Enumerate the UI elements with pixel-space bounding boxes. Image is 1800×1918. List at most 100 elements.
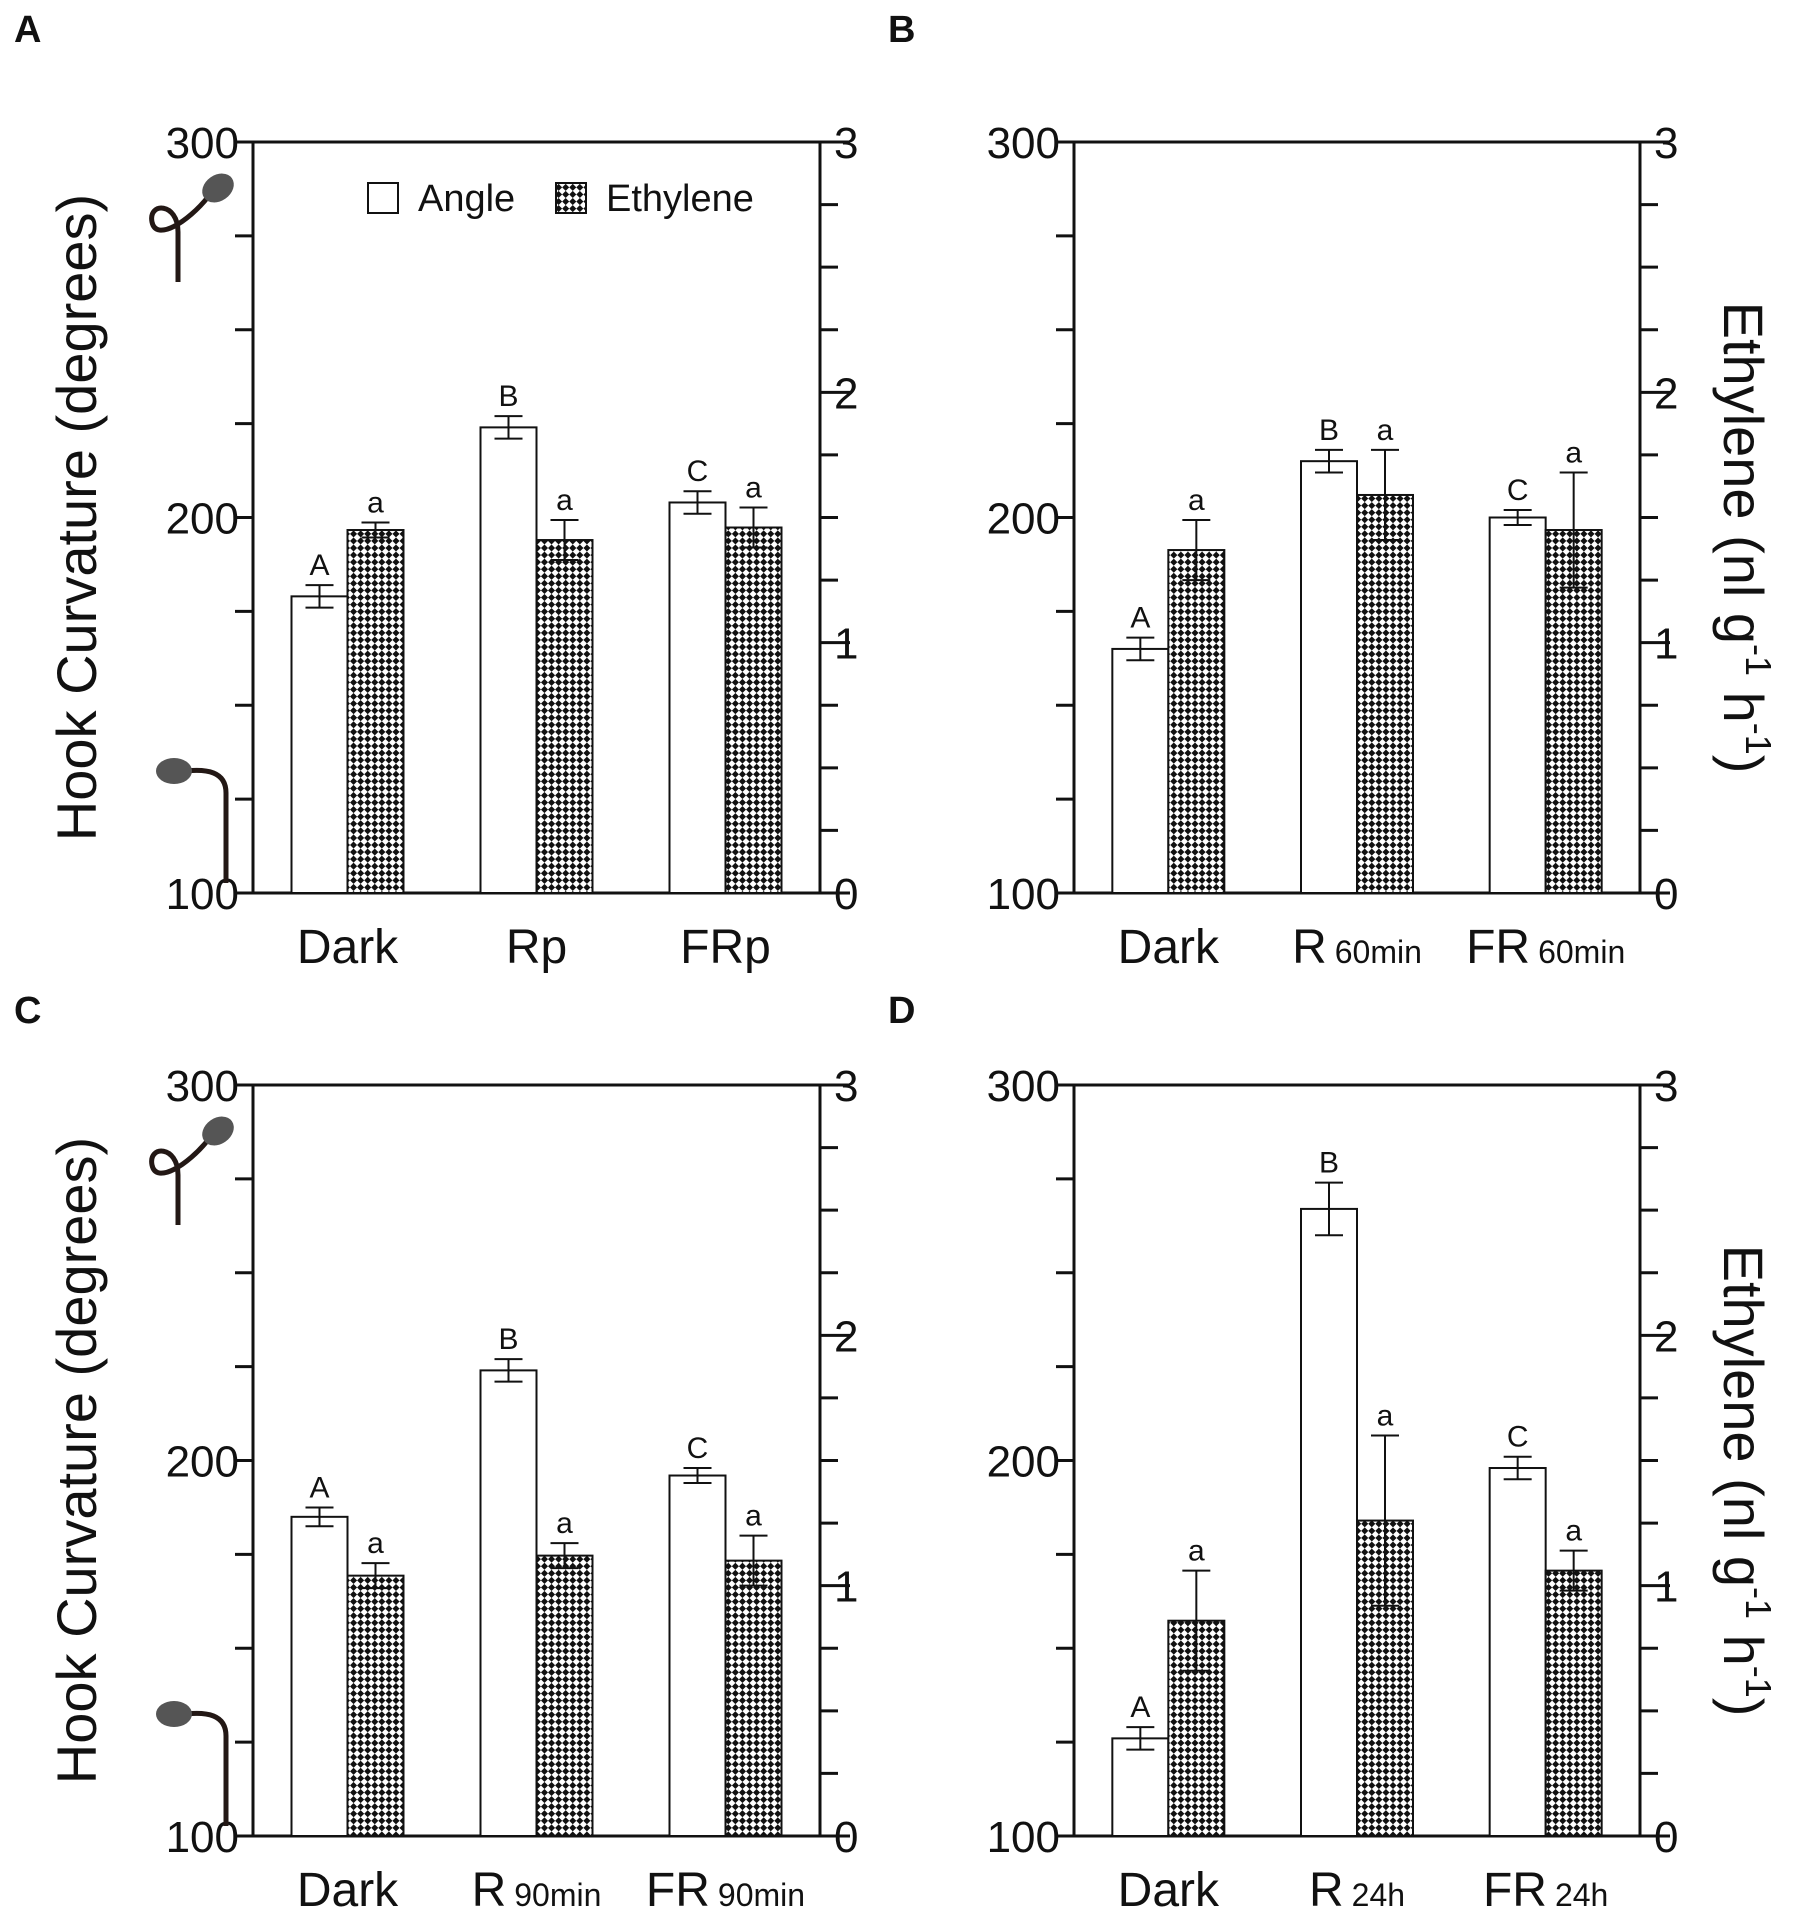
- left-tick-label: 200: [987, 495, 1060, 544]
- bar-angle: [290, 595, 349, 894]
- significance-letter-ethylene: a: [1377, 414, 1394, 447]
- bar-ethylene: [346, 529, 405, 894]
- left-tick-label: 300: [166, 1062, 239, 1111]
- bar-angle: [668, 501, 727, 894]
- right-tick-label: 0: [1654, 870, 1678, 919]
- panel-letter: D: [888, 990, 915, 1032]
- significance-letter-ethylene: a: [1565, 1515, 1582, 1548]
- y2-axis-title: Ethylene (nl g-1 h-1): [1712, 1245, 1779, 1717]
- significance-letter-angle: A: [1130, 602, 1150, 635]
- open-seedling-icon: [156, 1701, 229, 1826]
- left-tick-label: 200: [166, 495, 239, 544]
- left-tick-label: 100: [987, 1813, 1060, 1862]
- bar-ethylene: [724, 526, 783, 894]
- significance-letter-ethylene: a: [367, 487, 384, 520]
- hook-cotyledon: [202, 173, 234, 203]
- open-cotyledon: [156, 1701, 192, 1727]
- bar-angle: [1300, 1207, 1358, 1838]
- left-tick-label: 300: [987, 1062, 1060, 1111]
- panel-letter: C: [14, 990, 41, 1032]
- right-tick-label: 0: [1654, 1813, 1678, 1862]
- open-stem: [185, 767, 229, 883]
- significance-letter-ethylene: a: [1565, 436, 1582, 469]
- legend-swatch-ethylene: [555, 182, 587, 214]
- right-tick-label: 1: [834, 620, 858, 669]
- bar-angle: [1488, 516, 1547, 894]
- y2-axis-title: Ethylene (nl g-1 h-1): [1712, 302, 1779, 774]
- significance-letter-ethylene: a: [367, 1527, 384, 1560]
- significance-letter-angle: C: [1507, 474, 1529, 507]
- category-label: Dark: [297, 1864, 399, 1917]
- left-tick-label: 300: [166, 119, 239, 168]
- right-tick-label: 0: [834, 870, 858, 919]
- category-label: R 24h: [1309, 1864, 1405, 1917]
- category-label: FR 90min: [646, 1864, 805, 1917]
- right-tick-label: 1: [834, 1563, 858, 1612]
- bar-angle: [290, 1515, 349, 1837]
- right-tick-label: 2: [1654, 369, 1678, 418]
- y-axis-title: Hook Curvature (degrees): [45, 1137, 108, 1784]
- bar-ethylene: [724, 1559, 783, 1837]
- significance-letter-ethylene: a: [1377, 1399, 1394, 1432]
- legend-swatch-angle: [367, 182, 399, 214]
- significance-letter-angle: B: [1319, 1147, 1339, 1180]
- hook-stem: [149, 195, 210, 282]
- bar-angle: [1300, 460, 1358, 894]
- significance-letter-angle: A: [309, 1471, 329, 1504]
- hooked-seedling-icon: [149, 173, 234, 282]
- significance-letter-ethylene: a: [745, 471, 762, 504]
- bar-angle: [1488, 1467, 1547, 1837]
- significance-letter-angle: C: [687, 455, 709, 488]
- y-axis-title: Hook Curvature (degrees): [45, 194, 108, 841]
- open-cotyledon: [156, 758, 192, 784]
- bar-angle: [479, 1369, 538, 1837]
- right-tick-label: 2: [834, 369, 858, 418]
- bar-ethylene: [1544, 529, 1603, 894]
- category-label: R 90min: [472, 1864, 602, 1917]
- right-tick-label: 3: [1654, 119, 1678, 168]
- significance-letter-angle: C: [1507, 1421, 1529, 1454]
- category-label: Dark: [1118, 921, 1220, 974]
- significance-letter-angle: B: [498, 380, 518, 413]
- significance-letter-angle: A: [309, 549, 329, 582]
- right-tick-label: 1: [1654, 1563, 1678, 1612]
- significance-letter-ethylene: a: [556, 484, 573, 517]
- category-label: R 60min: [1292, 921, 1422, 974]
- bar-ethylene: [535, 1554, 594, 1838]
- hook-stem: [149, 1138, 210, 1225]
- hook-cotyledon: [202, 1116, 234, 1146]
- bar-ethylene: [1356, 493, 1414, 894]
- right-tick-label: 3: [834, 1062, 858, 1111]
- right-tick-label: 2: [1654, 1312, 1678, 1361]
- panel-b: B 300 200 100 3 2 1 0 Aa Dark B a R 60min Ca FR 60min Eth…: [888, 9, 1779, 974]
- significance-letter-ethylene: a: [745, 1500, 762, 1533]
- bar-angle: [479, 426, 538, 894]
- right-tick-label: 0: [834, 1813, 858, 1862]
- left-tick-label: 300: [987, 119, 1060, 168]
- legend: Angle Ethylene: [367, 178, 754, 220]
- significance-letter-angle: B: [1319, 414, 1339, 447]
- left-tick-label: 100: [987, 870, 1060, 919]
- right-tick-label: 3: [834, 119, 858, 168]
- significance-letter-angle: B: [498, 1323, 518, 1356]
- bar-ethylene: [535, 539, 594, 895]
- significance-letter-ethylene: a: [1188, 484, 1205, 517]
- category-label: FRp: [680, 921, 771, 974]
- left-tick-label: 200: [987, 1438, 1060, 1487]
- category-label: Rp: [506, 921, 567, 974]
- open-seedling-icon: [156, 758, 229, 883]
- category-label: FR 24h: [1483, 1864, 1608, 1917]
- bar-angle: [1111, 647, 1170, 894]
- significance-letter-angle: A: [1130, 1691, 1150, 1724]
- category-label: Dark: [1118, 1864, 1220, 1917]
- panel-letter: A: [14, 9, 41, 51]
- bar-ethylene: [346, 1574, 405, 1837]
- hooked-seedling-icon: [149, 1116, 234, 1225]
- open-stem: [185, 1710, 229, 1826]
- right-tick-label: 1: [1654, 620, 1678, 669]
- category-label: FR 60min: [1466, 921, 1625, 974]
- bar-angle: [668, 1474, 727, 1838]
